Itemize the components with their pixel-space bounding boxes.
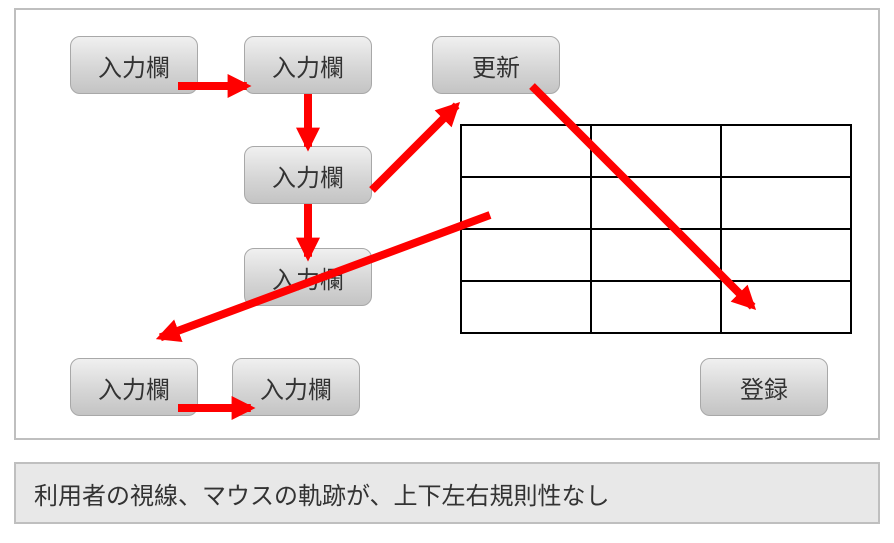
input-field-4[interactable]: 入力欄 [244, 248, 372, 306]
root-container: { "canvas": { "width": 894, "height": 54… [0, 0, 894, 543]
input-field-2[interactable]: 入力欄 [244, 36, 372, 94]
caption-text: 利用者の視線、マウスの軌跡が、上下左右規則性なし [34, 476, 610, 511]
input-field-5-label: 入力欄 [98, 370, 170, 405]
input-field-6[interactable]: 入力欄 [232, 358, 360, 416]
input-field-6-label: 入力欄 [260, 370, 332, 405]
input-field-3[interactable]: 入力欄 [244, 146, 372, 204]
input-field-1-label: 入力欄 [98, 48, 170, 83]
input-field-1[interactable]: 入力欄 [70, 36, 198, 94]
caption-panel: 利用者の視線、マウスの軌跡が、上下左右規則性なし [14, 462, 880, 524]
grid-cell [721, 177, 851, 229]
register-button-label: 登録 [740, 370, 788, 405]
update-button-label: 更新 [472, 48, 520, 83]
input-field-5[interactable]: 入力欄 [70, 358, 198, 416]
grid-cell [591, 281, 721, 333]
result-grid [460, 124, 852, 334]
grid-cell [461, 125, 591, 177]
input-field-3-label: 入力欄 [272, 158, 344, 193]
grid-cell [721, 125, 851, 177]
grid-cell [591, 177, 721, 229]
grid-cell [721, 229, 851, 281]
register-button[interactable]: 登録 [700, 358, 828, 416]
grid-cell [461, 229, 591, 281]
input-field-4-label: 入力欄 [272, 260, 344, 295]
update-button[interactable]: 更新 [432, 36, 560, 94]
grid-cell [461, 177, 591, 229]
input-field-2-label: 入力欄 [272, 48, 344, 83]
grid-cell [591, 125, 721, 177]
grid-cell [461, 281, 591, 333]
grid-cell [721, 281, 851, 333]
grid-cell [591, 229, 721, 281]
